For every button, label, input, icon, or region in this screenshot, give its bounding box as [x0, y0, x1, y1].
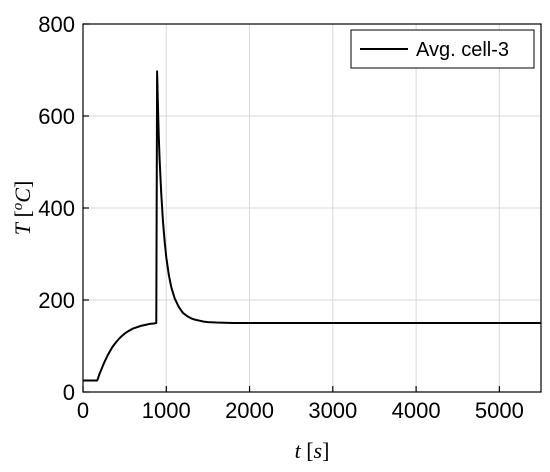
- x-tick-label: 2000: [225, 398, 274, 423]
- x-tick-label: 5000: [475, 398, 524, 423]
- x-tick-label: 4000: [392, 398, 441, 423]
- x-axis-label: t [s]: [295, 438, 330, 463]
- x-tick-label: 3000: [308, 398, 357, 423]
- x-tick-label: 0: [77, 398, 89, 423]
- series-layer: [83, 70, 541, 382]
- series-line-avg-cell-3: [83, 70, 541, 382]
- ticks: 0 1000 2000 3000 4000 5000 0 200 400 600 800: [38, 12, 524, 423]
- y-tick-label: 400: [38, 196, 75, 221]
- y-tick-label: 200: [38, 288, 75, 313]
- legend: Avg. cell-3: [350, 29, 535, 69]
- grid: [83, 24, 541, 392]
- x-tick-label: 1000: [142, 398, 191, 423]
- y-tick-label: 600: [38, 104, 75, 129]
- y-tick-label: 0: [63, 380, 75, 405]
- y-tick-label: 800: [38, 12, 75, 37]
- legend-label: Avg. cell-3: [416, 39, 509, 61]
- y-axis-label: T [oC]: [10, 181, 35, 236]
